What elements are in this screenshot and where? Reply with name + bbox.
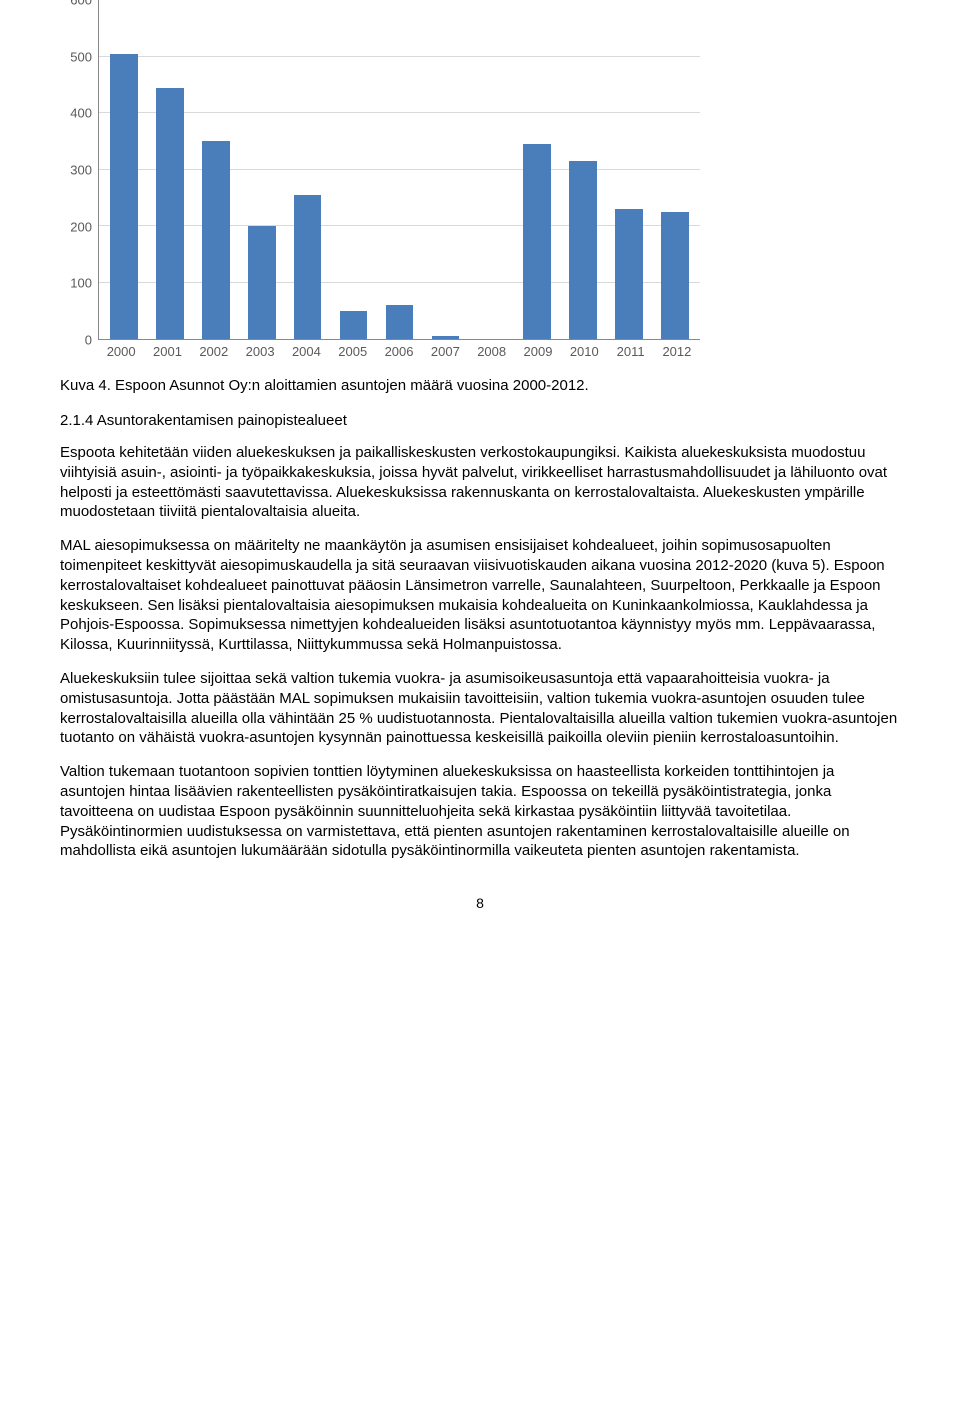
bar	[615, 209, 643, 339]
plot-area	[98, 0, 700, 340]
bar-slot	[514, 0, 560, 339]
bar-chart: 0 100 200 300 400 500 600 20002001200220032004…	[60, 0, 700, 359]
y-tick-label: 0	[85, 333, 92, 348]
x-tick-label: 2006	[376, 344, 422, 359]
x-tick-label: 2007	[422, 344, 468, 359]
x-tick-label: 2009	[515, 344, 561, 359]
bar-slot	[101, 0, 147, 339]
bar-slot	[285, 0, 331, 339]
x-tick-label: 2002	[191, 344, 237, 359]
y-axis: 0100200300400500600	[60, 0, 98, 340]
bar-slot	[652, 0, 698, 339]
bar	[569, 161, 597, 339]
bar	[294, 195, 322, 339]
bar	[156, 88, 184, 339]
bar	[340, 311, 368, 339]
paragraph-2: MAL aiesopimuksessa on määritelty ne maa…	[60, 536, 900, 655]
x-tick-label: 2003	[237, 344, 283, 359]
x-tick-label: 2011	[607, 344, 653, 359]
bar-slot	[606, 0, 652, 339]
bar	[386, 305, 414, 339]
x-tick-label: 2001	[144, 344, 190, 359]
y-tick-label: 100	[70, 276, 92, 291]
bar	[248, 226, 276, 339]
x-axis: 2000200120022003200420052006200720082009…	[98, 340, 700, 359]
bar-slot	[193, 0, 239, 339]
bar-slot	[377, 0, 423, 339]
bar-slot	[239, 0, 285, 339]
x-tick-label: 2005	[330, 344, 376, 359]
bars-container	[99, 0, 700, 339]
y-tick-label: 500	[70, 49, 92, 64]
bar-slot	[468, 0, 514, 339]
y-tick-label: 600	[70, 0, 92, 8]
y-tick-label: 300	[70, 163, 92, 178]
bar-slot	[422, 0, 468, 339]
x-tick-label: 2010	[561, 344, 607, 359]
bar	[432, 336, 460, 339]
bar-slot	[331, 0, 377, 339]
bar	[202, 141, 230, 339]
bar-slot	[147, 0, 193, 339]
x-tick-label: 2000	[98, 344, 144, 359]
y-tick-label: 200	[70, 219, 92, 234]
x-tick-label: 2008	[469, 344, 515, 359]
bar	[523, 144, 551, 339]
bar	[110, 54, 138, 339]
bar	[661, 212, 689, 339]
x-tick-label: 2004	[283, 344, 329, 359]
y-tick-label: 400	[70, 106, 92, 121]
section-heading: 2.1.4 Asuntorakentamisen painopistealuee…	[60, 412, 900, 429]
paragraph-1: Espoota kehitetään viiden aluekeskuksen …	[60, 443, 900, 522]
paragraph-3: Aluekeskuksiin tulee sijoittaa sekä valt…	[60, 669, 900, 748]
page-number: 8	[60, 895, 900, 911]
x-tick-label: 2012	[654, 344, 700, 359]
chart-caption: Kuva 4. Espoon Asunnot Oy:n aloittamien …	[60, 377, 900, 394]
paragraph-4: Valtion tukemaan tuotantoon sopivien ton…	[60, 762, 900, 861]
bar-slot	[560, 0, 606, 339]
